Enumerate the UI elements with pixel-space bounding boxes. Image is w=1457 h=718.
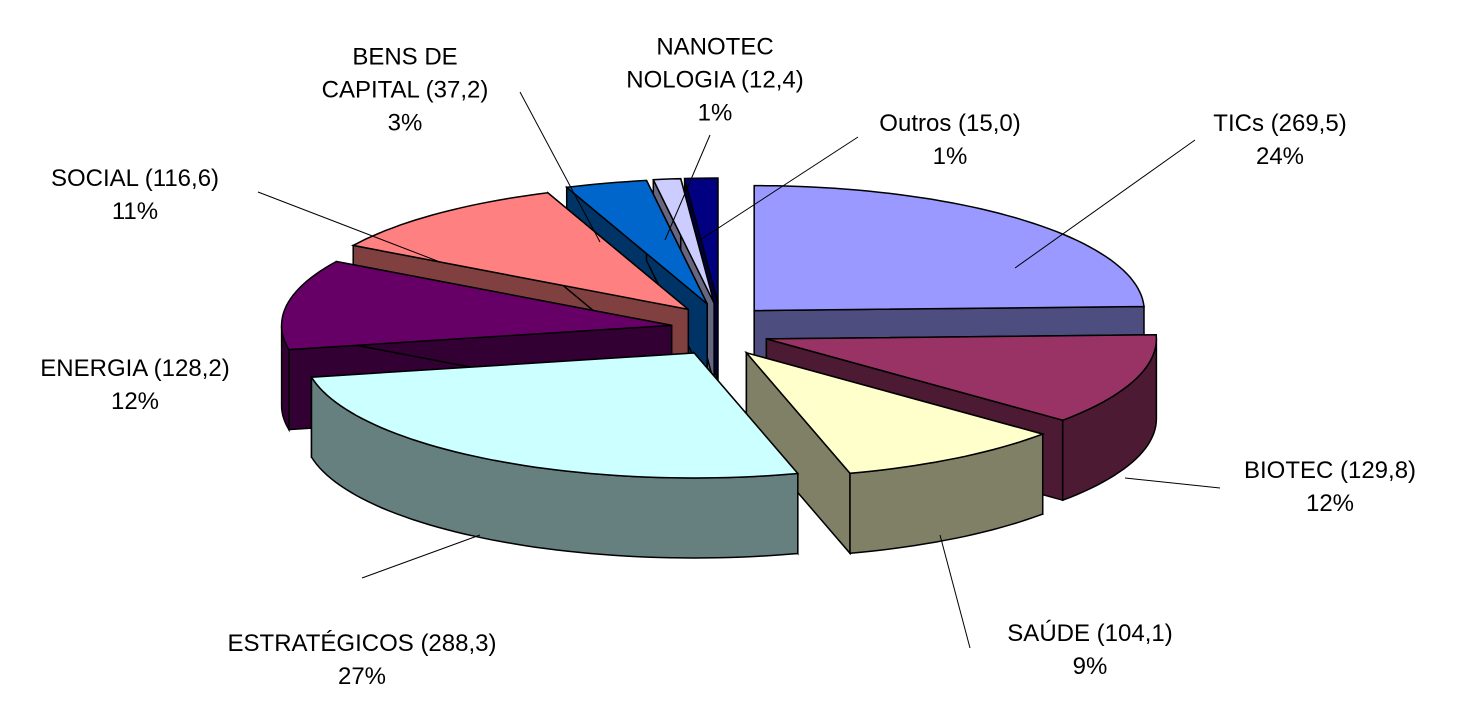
value-label: (288,3)	[420, 630, 497, 657]
percent-label: 24%	[1255, 143, 1305, 170]
percent-label: 9%	[1072, 653, 1108, 680]
category-label: SAÚDE	[1007, 620, 1090, 647]
slice-label: ESTRATÉGICOS (288,3) 27%	[227, 627, 497, 693]
slice	[310, 352, 800, 479]
category-label: TICs	[1213, 110, 1264, 137]
category-label: ESTRATÉGICOS	[227, 630, 414, 657]
category-label: Outros	[879, 110, 952, 137]
percent-label: 12%	[1305, 490, 1355, 517]
slice-label: SAÚDE (104,1) 9%	[970, 617, 1210, 683]
category-label: ENERGIA	[40, 355, 147, 382]
leader-line	[519, 91, 601, 243]
slice	[744, 351, 1046, 475]
leader-line	[664, 134, 711, 241]
slice	[652, 177, 715, 304]
slice-label: BENS DE CAPITAL (37,2) 3%	[308, 41, 503, 140]
slice-label: NANOTEC NOLOGIA (12,4) 1%	[615, 31, 815, 130]
value-label: (12,4)	[741, 66, 804, 94]
slice-label: Outros (15,0) 1%	[850, 107, 1050, 173]
leader-line	[257, 191, 441, 263]
value-label: (129,8)	[1339, 457, 1417, 484]
slice	[766, 334, 1158, 421]
leader-line	[1014, 139, 1196, 269]
value-label: (128,2)	[153, 355, 230, 382]
slice-label: ENERGIA (128,2) 12%	[5, 352, 265, 418]
slice	[683, 177, 719, 304]
percent-label: 1%	[932, 143, 968, 170]
category-label: BENS DE CAPITAL	[321, 43, 458, 104]
category-label: SOCIAL	[50, 165, 139, 192]
value-label: (37,2)	[425, 76, 489, 104]
leader-line	[939, 534, 971, 649]
slice	[564, 179, 708, 305]
leader-line	[361, 534, 481, 579]
value-label: (15,0)	[958, 110, 1021, 137]
slice-label: TICs (269,5) 24%	[1180, 107, 1380, 173]
percent-label: 12%	[110, 388, 160, 415]
slice	[753, 184, 1145, 312]
value-label: (269,5)	[1270, 110, 1347, 137]
slice-label: SOCIAL (116,6) 11%	[5, 162, 265, 228]
percent-label: 1%	[697, 99, 733, 127]
value-label: (104,1)	[1096, 620, 1173, 647]
slice	[280, 260, 672, 351]
leader-line	[699, 136, 859, 241]
percent-label: 27%	[337, 663, 387, 690]
value-label: (116,6)	[144, 165, 220, 192]
category-label: BIOTEC	[1243, 457, 1334, 484]
category-label: NANOTEC NOLOGIA	[626, 33, 774, 94]
slice-label: BIOTEC (129,8) 12%	[1210, 454, 1450, 520]
leader-line	[1124, 477, 1221, 489]
percent-label: 3%	[387, 109, 423, 137]
percent-label: 11%	[111, 198, 159, 225]
